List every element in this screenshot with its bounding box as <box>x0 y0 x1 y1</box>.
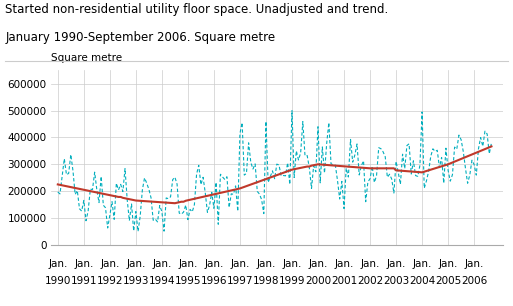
Text: 1991: 1991 <box>71 276 97 286</box>
Text: 2005: 2005 <box>435 276 461 286</box>
Text: Jan.: Jan. <box>386 259 406 269</box>
Text: Jan.: Jan. <box>204 259 224 269</box>
Text: Jan.: Jan. <box>178 259 198 269</box>
Text: January 1990-September 2006. Square metre: January 1990-September 2006. Square metr… <box>5 31 275 43</box>
Text: 1992: 1992 <box>96 276 123 286</box>
Text: 2004: 2004 <box>409 276 435 286</box>
Text: Jan.: Jan. <box>464 259 484 269</box>
Text: Jan.: Jan. <box>282 259 302 269</box>
Text: Jan.: Jan. <box>412 259 432 269</box>
Text: Jan.: Jan. <box>439 259 458 269</box>
Text: Jan.: Jan. <box>48 259 68 269</box>
Text: Jan.: Jan. <box>100 259 120 269</box>
Text: 1994: 1994 <box>149 276 175 286</box>
Text: 2006: 2006 <box>461 276 487 286</box>
Text: 1990: 1990 <box>45 276 71 286</box>
Text: Started non-residential utility floor space. Unadjusted and trend.: Started non-residential utility floor sp… <box>5 3 388 16</box>
Text: 2002: 2002 <box>357 276 383 286</box>
Text: Jan.: Jan. <box>230 259 250 269</box>
Text: Jan.: Jan. <box>74 259 93 269</box>
Text: 1997: 1997 <box>227 276 253 286</box>
Text: 1996: 1996 <box>201 276 227 286</box>
Text: Jan.: Jan. <box>334 259 353 269</box>
Text: Jan.: Jan. <box>152 259 171 269</box>
Text: Jan.: Jan. <box>360 259 380 269</box>
Text: 2003: 2003 <box>383 276 409 286</box>
Text: Jan.: Jan. <box>256 259 275 269</box>
Text: 2000: 2000 <box>305 276 331 286</box>
Text: 1993: 1993 <box>123 276 149 286</box>
Text: Jan.: Jan. <box>308 259 328 269</box>
Text: 1995: 1995 <box>174 276 201 286</box>
Text: 1999: 1999 <box>279 276 305 286</box>
Text: 2001: 2001 <box>331 276 357 286</box>
Text: 1998: 1998 <box>253 276 279 286</box>
Text: Jan.: Jan. <box>126 259 146 269</box>
Text: Square metre: Square metre <box>51 54 123 63</box>
